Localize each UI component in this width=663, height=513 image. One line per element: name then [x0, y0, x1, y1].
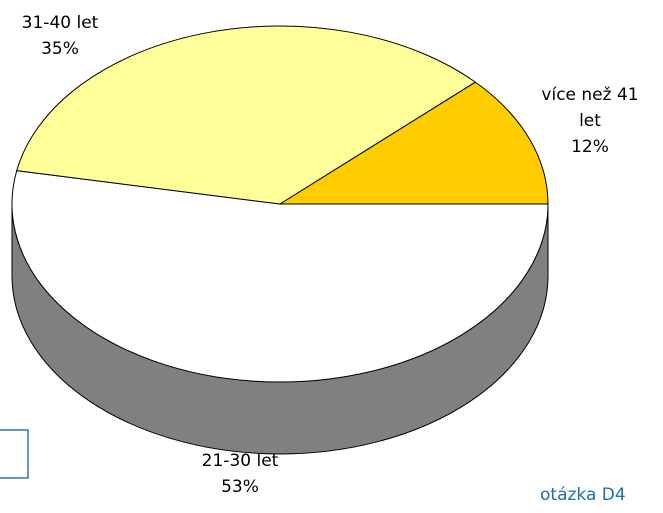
slice-label: 21-30 let: [201, 451, 279, 471]
pie-slice: [16, 25, 477, 205]
slice-value-label: 12%: [571, 137, 609, 157]
slice-value-label: 35%: [41, 39, 79, 59]
slice-label: více než 41 let: [541, 85, 639, 131]
caption: otázka D4: [540, 485, 626, 505]
slice-label: 31-40 let: [21, 13, 99, 33]
frame-box: [0, 429, 29, 479]
pie-slice: [11, 170, 549, 383]
slice-value-label: 53%: [221, 477, 259, 497]
pie-slice: [278, 81, 549, 205]
